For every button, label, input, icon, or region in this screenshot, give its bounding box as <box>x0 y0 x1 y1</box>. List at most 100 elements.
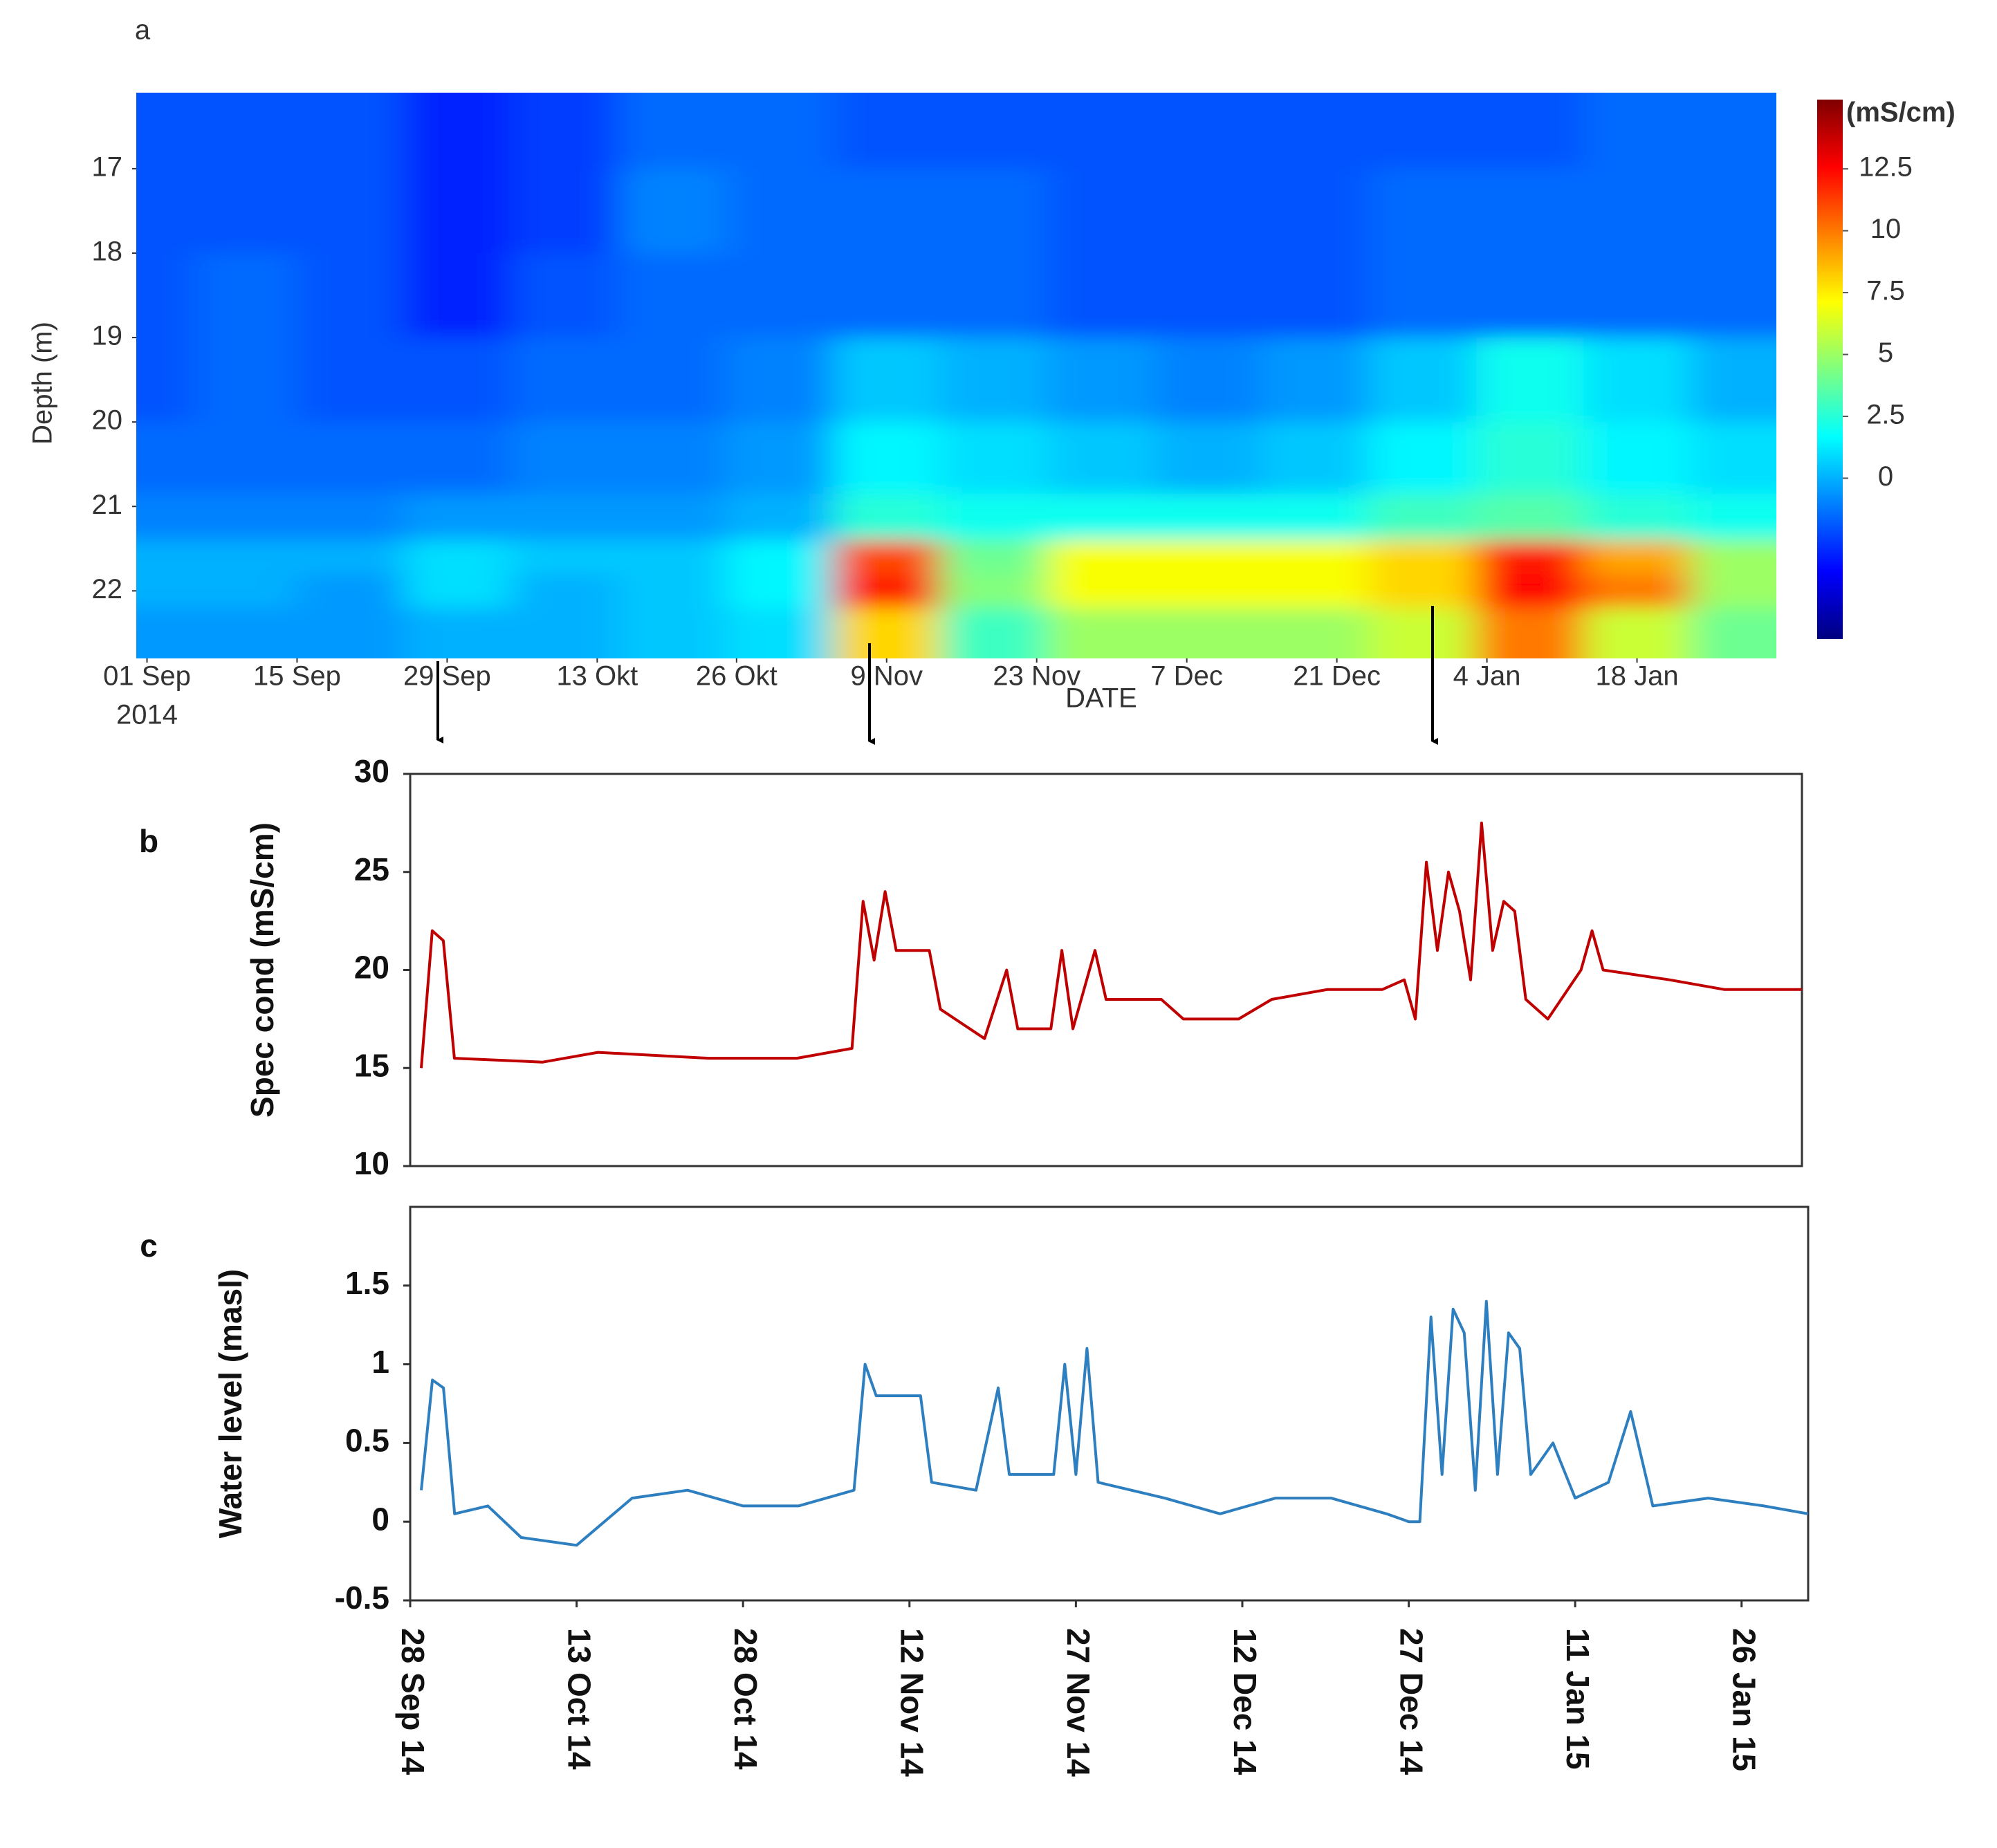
heatmap-cell <box>618 168 727 254</box>
heatmap-cell <box>1154 422 1263 495</box>
heatmap-cell <box>404 540 513 575</box>
heatmap-cell <box>1154 607 1263 658</box>
heatmap-cell <box>940 252 1049 339</box>
x-tick-label: 26 Okt <box>696 661 777 692</box>
heatmap-cell <box>511 607 620 658</box>
heatmap-cell <box>195 493 298 542</box>
heatmap-cell <box>940 422 1049 495</box>
y-tick-label: 22 <box>92 574 123 604</box>
heatmap-cell <box>833 493 941 542</box>
x-year-label: 2014 <box>116 700 178 730</box>
heatmap-cell <box>618 573 727 609</box>
x-axis-label: DATE <box>1065 683 1137 714</box>
heatmap-cell <box>1047 338 1156 423</box>
heatmap-cell <box>1262 338 1370 423</box>
y-tick-label: 25 <box>354 851 389 887</box>
heatmap-cell <box>1154 540 1263 575</box>
heatmap-cell <box>404 93 513 169</box>
heatmap-cell <box>726 493 834 542</box>
heatmap-cell <box>1583 422 1692 495</box>
heatmap-cell <box>1476 607 1585 658</box>
x-tick-label: 28 Oct 14 <box>728 1628 764 1770</box>
heatmap-cell <box>1047 607 1156 658</box>
heatmap-cell <box>136 422 196 495</box>
heatmap-cell <box>136 540 196 575</box>
heatmap-cell <box>1691 573 1776 609</box>
heatmap-cell <box>1154 573 1263 609</box>
y-tick-label: 21 <box>92 490 123 520</box>
heatmap-cell <box>404 422 513 495</box>
heatmap-cell <box>1262 607 1370 658</box>
y-tick-label: 17 <box>92 151 123 182</box>
heatmap-cell <box>1476 422 1585 495</box>
colorbar-tick-label: 2.5 <box>1866 400 1905 430</box>
x-tick-label: 4 Jan <box>1453 661 1521 692</box>
heatmap-cell <box>726 422 834 495</box>
heatmap-cell <box>833 93 941 169</box>
y-tick-label: 1 <box>371 1344 389 1380</box>
heatmap-cell <box>1369 540 1478 575</box>
heatmap-cell <box>618 252 727 339</box>
heatmap-cell <box>136 252 196 339</box>
heatmap-cell <box>404 338 513 423</box>
y-tick-label: 0.5 <box>345 1423 389 1459</box>
heatmap-cell <box>1047 540 1156 575</box>
heatmap-cell <box>404 493 513 542</box>
heatmap-cell <box>1583 93 1692 169</box>
heatmap-cell <box>726 607 834 658</box>
x-tick-label: 12 Nov 14 <box>894 1628 930 1777</box>
panel-b: 10 15 20 25 30 Spec cond (mS/cm) b <box>139 753 1803 1181</box>
colorbar-tick-label: 5 <box>1878 338 1893 368</box>
colorbar-tick-label: 12.5 <box>1859 152 1913 183</box>
heatmap-cell <box>1154 338 1263 423</box>
heatmap-cell <box>1369 252 1478 339</box>
heatmap-cell <box>1369 168 1478 254</box>
heatmap-cell <box>195 422 298 495</box>
heatmap-cell <box>833 168 941 254</box>
heatmap-cell <box>940 168 1049 254</box>
y-axis-label: Water level (masl) <box>212 1269 248 1538</box>
heatmap-cell <box>1691 540 1776 575</box>
heatmap-cell <box>1476 573 1585 609</box>
x-tick-label: 21 Dec <box>1293 661 1381 692</box>
heatmap-cell <box>1476 493 1585 542</box>
panel-a: 17 18 19 20 21 22 01 Sep 15 Sep 29 Sep 13 Okt 26 O… <box>28 15 1955 730</box>
heatmap-cell <box>1262 573 1370 609</box>
y-tick-label: 20 <box>354 950 389 986</box>
heatmap-cell <box>511 422 620 495</box>
heatmap-cell <box>1262 168 1370 254</box>
colorbar <box>1817 100 1843 639</box>
heatmap-cell <box>833 422 941 495</box>
heatmap-cell <box>1262 493 1370 542</box>
heatmap-cell <box>1154 168 1263 254</box>
y-tick-label: 30 <box>354 753 389 789</box>
heatmap-cell <box>511 573 620 609</box>
heatmap-cell <box>1154 493 1263 542</box>
heatmap-cell <box>1476 93 1585 169</box>
y-tick-label: 18 <box>92 237 123 267</box>
heatmap-cell <box>297 252 405 339</box>
heatmap-cell <box>1262 252 1370 339</box>
y-tick-label: 10 <box>354 1145 389 1181</box>
heatmap-cell <box>297 338 405 423</box>
x-tick-label: 7 Dec <box>1150 661 1223 692</box>
heatmap-cell <box>195 607 298 658</box>
heatmap-cell <box>618 607 727 658</box>
heatmap-cell <box>297 540 405 575</box>
heatmap-cell <box>1262 422 1370 495</box>
heatmap-cells <box>136 93 1776 658</box>
heatmap-cell <box>1369 93 1478 169</box>
heatmap-cell <box>297 168 405 254</box>
heatmap-cell <box>1262 540 1370 575</box>
heatmap-cell <box>1047 252 1156 339</box>
heatmap-cell <box>1476 540 1585 575</box>
heatmap-cell <box>1047 422 1156 495</box>
heatmap-cell <box>940 573 1049 609</box>
x-tick-label: 28 Sep 14 <box>395 1628 431 1775</box>
heatmap-cell <box>136 93 196 169</box>
heatmap-cell <box>1476 168 1585 254</box>
heatmap-cell <box>297 422 405 495</box>
colorbar-tick-label: 7.5 <box>1866 276 1905 306</box>
heatmap-cell <box>833 540 941 575</box>
